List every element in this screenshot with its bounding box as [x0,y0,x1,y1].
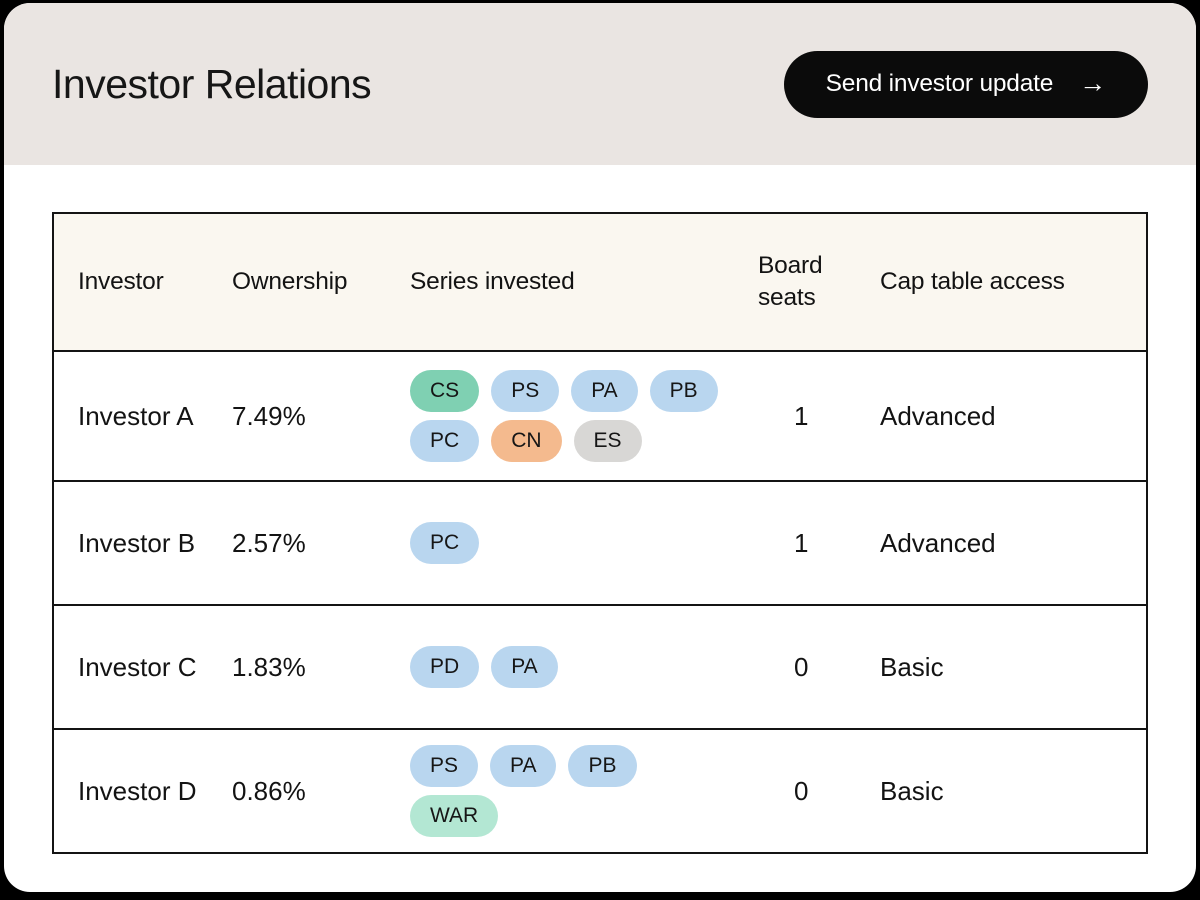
investor-name: Investor A [78,400,194,431]
table-header-row: Investor Ownership Series invested Board… [54,214,1146,350]
send-investor-update-button[interactable]: Send investor update → [783,50,1148,118]
series-pill-pa: PA [571,370,638,412]
series-pill-group: CS PS PA PB PC CN ES [410,356,758,476]
board-seats-value: 1 [794,400,809,431]
series-pill-cs: CS [410,370,480,412]
table-row: Investor D 0.86% PS PA PB WAR 0 Basic [54,728,1146,852]
investor-name: Investor B [78,527,196,558]
board-seats-value: 0 [794,775,809,806]
column-header-investor: Investor [78,268,164,296]
column-header-ownership: Ownership [232,268,348,296]
board-seats-value: 1 [794,527,809,558]
table-row: Investor B 2.57% PC 1 Advanced [54,480,1146,604]
series-pill-ps: PS [491,370,560,412]
table-body: Investor A 7.49% CS PS PA PB PC CN ES 1 Advanced In… [54,350,1146,852]
send-investor-update-label: Send investor update [825,70,1054,97]
board-seats-value: 0 [794,651,809,682]
investor-name: Investor D [78,775,197,806]
investor-table: Investor Ownership Series invested Board… [52,212,1148,854]
series-pill-pa: PA [490,745,557,787]
page-title: Investor Relations [52,60,372,107]
series-pill-pc: PC [410,420,480,462]
investor-name: Investor C [78,651,197,682]
cap-table-access-value: Basic [880,651,944,682]
page-header: Investor Relations Send investor update … [4,3,1196,165]
column-header-board-seats: Board seats [758,252,823,311]
ownership-value: 7.49% [232,400,306,431]
cap-table-access-value: Advanced [880,527,996,558]
series-pill-war: WAR [410,795,499,837]
series-pill-pc: PC [410,522,480,564]
table-row: Investor C 1.83% PD PA 0 Basic [54,604,1146,728]
series-pill-cn: CN [491,420,562,462]
series-pill-group: PD PA [410,632,758,702]
cap-table-access-value: Basic [880,775,944,806]
series-pill-es: ES [573,420,642,462]
ownership-value: 0.86% [232,775,306,806]
series-pill-group: PS PA PB WAR [410,731,758,851]
series-pill-group: PC [410,508,758,578]
app-window: Investor Relations Send investor update … [4,3,1196,892]
series-pill-pb: PB [649,370,718,412]
arrow-right-icon: → [1079,67,1106,98]
column-header-series-invested: Series invested [410,268,575,296]
ownership-value: 2.57% [232,527,306,558]
series-pill-pb: PB [568,745,637,787]
series-pill-pa: PA [491,646,558,688]
ownership-value: 1.83% [232,651,306,682]
column-header-cap-table-access: Cap table access [880,268,1065,296]
series-pill-pd: PD [410,646,480,688]
table-row: Investor A 7.49% CS PS PA PB PC CN ES 1 Advanced [54,350,1146,480]
cap-table-access-value: Advanced [880,400,996,431]
series-pill-ps: PS [410,745,479,787]
